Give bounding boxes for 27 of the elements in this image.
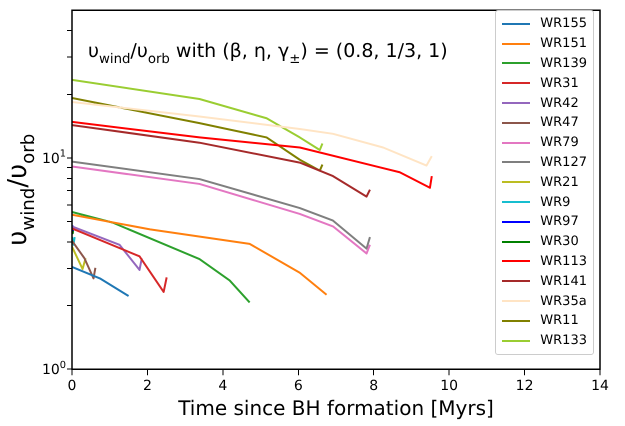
legend-label: WR141 bbox=[540, 274, 587, 289]
legend-label: WR42 bbox=[540, 96, 579, 111]
x-tick-label: 6 bbox=[294, 378, 303, 394]
x-tick-label: 4 bbox=[218, 378, 228, 394]
x-tick-label: 8 bbox=[369, 378, 378, 394]
legend-label: WR47 bbox=[540, 115, 579, 130]
x-tick-label: 10 bbox=[440, 378, 458, 394]
x-tick-label: 2 bbox=[142, 378, 152, 394]
legend-label: WR113 bbox=[540, 254, 587, 269]
legend-label: WR139 bbox=[540, 56, 587, 71]
y-axis-title: υwind/υorb bbox=[3, 134, 39, 246]
legend-label: WR151 bbox=[540, 36, 587, 52]
legend-label: WR79 bbox=[540, 135, 579, 150]
x-axis-title: Time since BH formation [Myrs] bbox=[177, 396, 494, 420]
legend-label: WR9 bbox=[540, 194, 570, 210]
legend-label: WR31 bbox=[540, 76, 579, 91]
legend-label: WR11 bbox=[540, 313, 579, 328]
legend-label: WR97 bbox=[540, 214, 579, 230]
legend-label: WR30 bbox=[540, 234, 579, 250]
legend-label: WR133 bbox=[540, 333, 587, 348]
legend-label: WR21 bbox=[540, 174, 579, 190]
legend-label: WR35a bbox=[540, 294, 587, 309]
legend-label: WR127 bbox=[540, 154, 587, 170]
x-tick-label: 0 bbox=[68, 378, 76, 394]
x-tick-label: 14 bbox=[591, 378, 609, 394]
legend-label: WR155 bbox=[540, 16, 587, 32]
x-tick-label: 12 bbox=[516, 378, 534, 394]
